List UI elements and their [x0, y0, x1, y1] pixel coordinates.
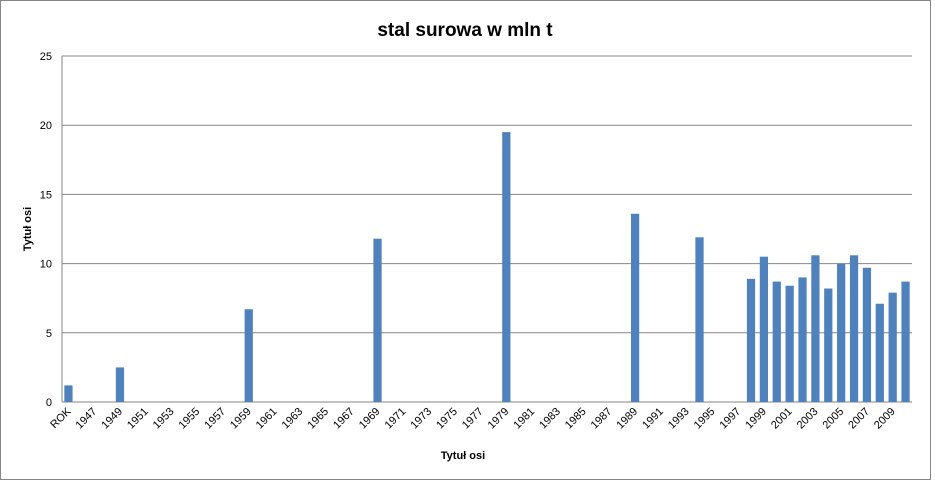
x-tick-label: 1963 — [280, 406, 306, 432]
x-tick-label: 2007 — [846, 406, 872, 432]
x-tick-label: 1969 — [357, 406, 383, 432]
x-tick-label: 2003 — [795, 406, 821, 432]
bar-2002 — [798, 277, 807, 402]
x-tick-label: 1949 — [99, 406, 125, 432]
y-axis-title: Tytuł osi — [22, 207, 34, 251]
x-tick-label: 1979 — [486, 406, 512, 432]
bar-ROK — [64, 385, 73, 402]
x-tick-label: 1977 — [460, 406, 486, 432]
bar-2001 — [785, 285, 794, 402]
bar-1994 — [695, 237, 704, 402]
bar-1999 — [759, 256, 769, 402]
x-tick-label: 1989 — [614, 406, 640, 432]
bar-1959 — [244, 309, 253, 402]
x-tick-label: 1991 — [640, 406, 666, 432]
y-tick-label: 5 — [46, 328, 52, 340]
x-tick-label: 1975 — [434, 406, 460, 432]
x-tick-label: 1961 — [254, 406, 280, 432]
x-tick-label: 1997 — [717, 406, 743, 432]
bar-1989 — [630, 213, 640, 402]
x-tick-label: 1967 — [331, 406, 357, 432]
x-tick-label: 1999 — [743, 406, 769, 432]
bar-2009 — [888, 292, 897, 402]
chart-title: stal surowa w mln t — [377, 20, 553, 41]
bar-2007 — [862, 267, 872, 402]
bar-1998 — [746, 278, 756, 402]
x-tick-label: 1973 — [408, 406, 434, 432]
x-tick-label: 2001 — [769, 406, 795, 432]
x-tick-label: 1965 — [305, 406, 331, 432]
y-tick-label: 25 — [40, 51, 52, 63]
x-tick-label: 1947 — [74, 406, 100, 432]
y-tick-label: 20 — [40, 120, 52, 132]
x-tick-label: 2005 — [820, 406, 846, 432]
x-tick-label: 1959 — [228, 406, 254, 432]
y-tick-label: 0 — [46, 397, 52, 409]
x-tick-label: 1953 — [151, 406, 177, 432]
x-tick-label: 1995 — [692, 406, 718, 432]
x-tick-label: 1957 — [202, 406, 228, 432]
x-tick-label: 1987 — [589, 406, 615, 432]
bar-2006 — [849, 255, 859, 402]
bar-2010 — [901, 281, 910, 402]
bar-2004 — [824, 288, 833, 402]
x-tick-label: 1955 — [177, 406, 203, 432]
x-tick-label: 1985 — [563, 406, 589, 432]
x-tick-label: 1971 — [383, 406, 409, 432]
x-tick-label: 1981 — [511, 406, 537, 432]
x-axis-title: Tytuł osi — [441, 450, 485, 462]
bar-2005 — [837, 263, 846, 402]
bar-1949 — [115, 367, 125, 402]
bar-1969 — [373, 238, 382, 402]
y-tick-label: 15 — [40, 189, 52, 201]
bar-2000 — [772, 281, 781, 402]
bar-2003 — [811, 255, 820, 402]
x-tick-label: 1983 — [537, 406, 563, 432]
x-tick-label: 1993 — [666, 406, 692, 432]
bar-1979 — [502, 132, 511, 402]
x-tick-label: ROK — [48, 405, 74, 431]
x-tick-label: 2009 — [872, 406, 898, 432]
bar-2008 — [875, 303, 884, 402]
x-tick-label: 1951 — [125, 406, 151, 432]
y-tick-label: 10 — [40, 259, 52, 271]
